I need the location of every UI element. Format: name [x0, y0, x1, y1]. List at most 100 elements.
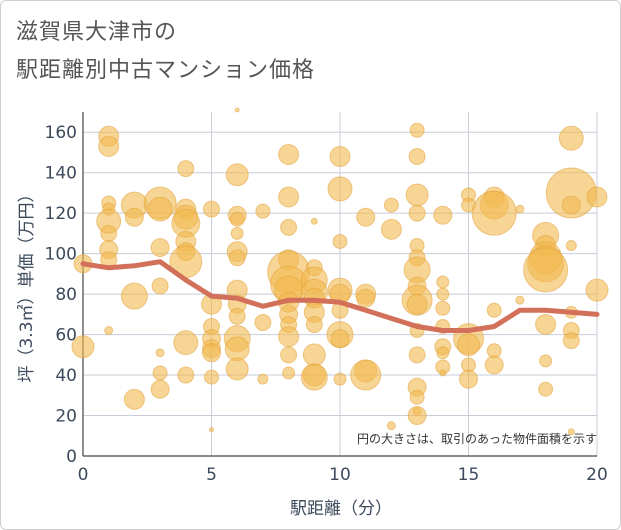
data-point-43	[230, 226, 244, 240]
data-point-145	[565, 240, 577, 252]
data-point-55	[278, 143, 300, 165]
data-point-78	[329, 146, 351, 168]
data-point-128	[471, 190, 517, 236]
data-point-85	[330, 329, 350, 349]
data-point-113	[436, 287, 450, 301]
data-point-97	[405, 183, 429, 207]
data-point-18	[151, 277, 169, 295]
data-point-149	[567, 428, 575, 436]
data-point-66	[280, 346, 298, 364]
data-point-112	[436, 275, 450, 289]
x-tick-label: 0	[78, 465, 89, 485]
data-point-36	[202, 343, 221, 363]
data-point-48	[228, 307, 246, 325]
y-tick-label: 120	[45, 204, 77, 224]
data-point-119	[439, 369, 447, 377]
data-point-106	[408, 346, 426, 364]
data-point-68	[310, 217, 318, 225]
data-point-10	[104, 326, 114, 336]
y-tick-label: 100	[45, 245, 77, 265]
data-point-67	[282, 366, 296, 380]
data-point-7	[100, 224, 118, 242]
data-point-75	[302, 343, 326, 367]
data-point-21	[150, 379, 170, 399]
data-point-56	[278, 186, 300, 208]
y-tick-label: 140	[45, 164, 77, 184]
data-point-14	[123, 388, 145, 410]
data-point-150	[586, 186, 608, 208]
chart-title-line1: 滋賀県大津市の	[16, 20, 178, 45]
data-point-17	[150, 238, 170, 258]
data-point-110	[407, 406, 427, 426]
data-point-22	[177, 160, 195, 178]
data-point-141	[538, 381, 554, 397]
y-tick-label: 60	[55, 326, 77, 346]
data-point-51	[225, 357, 249, 381]
data-point-114	[435, 300, 451, 316]
data-point-38	[209, 427, 214, 433]
data-point-42	[229, 211, 245, 227]
data-point-13	[120, 282, 148, 310]
data-point-132	[515, 204, 525, 214]
y-tick-label: 160	[45, 123, 77, 143]
data-point-96	[408, 148, 426, 166]
data-point-91	[350, 359, 382, 391]
y-tick-label: 0	[66, 447, 77, 467]
data-point-129	[486, 302, 502, 318]
data-point-138	[523, 247, 569, 293]
y-axis-title: 坪（3.3㎡）単価（万円）	[17, 185, 37, 382]
data-point-54	[257, 373, 269, 385]
data-point-20	[152, 365, 168, 381]
data-point-40	[225, 163, 249, 187]
data-point-148	[562, 332, 580, 350]
data-point-139	[535, 313, 557, 335]
trend-line	[80, 259, 600, 333]
data-point-92	[383, 197, 399, 213]
data-point-87	[356, 207, 376, 227]
data-point-53	[254, 313, 272, 331]
data-point-77	[300, 363, 328, 391]
data-point-79	[327, 176, 353, 202]
data-point-151	[585, 278, 609, 302]
data-point-133	[515, 295, 525, 305]
data-point-125	[459, 369, 478, 389]
x-tick-label: 20	[586, 465, 608, 485]
data-point-86	[333, 372, 347, 386]
data-point-74	[305, 315, 323, 333]
bubble-layer	[71, 107, 609, 436]
x-tick-label: 5	[206, 465, 217, 485]
data-point-19	[155, 348, 165, 358]
data-point-104	[406, 293, 428, 315]
data-point-108	[409, 389, 425, 405]
data-point-80	[332, 234, 348, 250]
data-point-39	[234, 107, 240, 113]
data-point-93	[380, 218, 402, 240]
x-tick-label: 10	[329, 465, 351, 485]
data-point-111	[433, 205, 453, 225]
chart-title-line2: 駅距離別中古マンション価格	[16, 58, 316, 83]
data-point-142	[558, 125, 584, 151]
y-tick-label: 20	[55, 407, 77, 427]
data-point-52	[255, 203, 271, 219]
data-point-140	[539, 354, 553, 368]
x-axis-title: 駅距離（分）	[290, 499, 392, 519]
data-point-98	[408, 204, 426, 222]
data-point-0	[71, 335, 95, 359]
data-point-12	[124, 207, 144, 227]
data-point-123	[457, 333, 480, 357]
data-point-131	[484, 355, 504, 375]
data-point-57	[280, 218, 298, 236]
data-point-144	[561, 195, 581, 215]
data-point-117	[436, 346, 450, 360]
x-tick-label: 15	[458, 465, 480, 485]
data-point-37	[204, 369, 219, 385]
data-point-31	[203, 200, 220, 218]
data-point-3	[98, 135, 120, 157]
data-point-65	[278, 326, 300, 348]
data-point-16	[147, 196, 173, 222]
data-point-30	[177, 366, 195, 384]
tick-labels: 0 5 10 15 20 0 20 40 60 80 100 120 140 160	[45, 123, 608, 485]
data-point-95	[409, 122, 425, 138]
size-annotation: 円の大きさは、取引のあった物件面積を示す	[357, 431, 597, 446]
